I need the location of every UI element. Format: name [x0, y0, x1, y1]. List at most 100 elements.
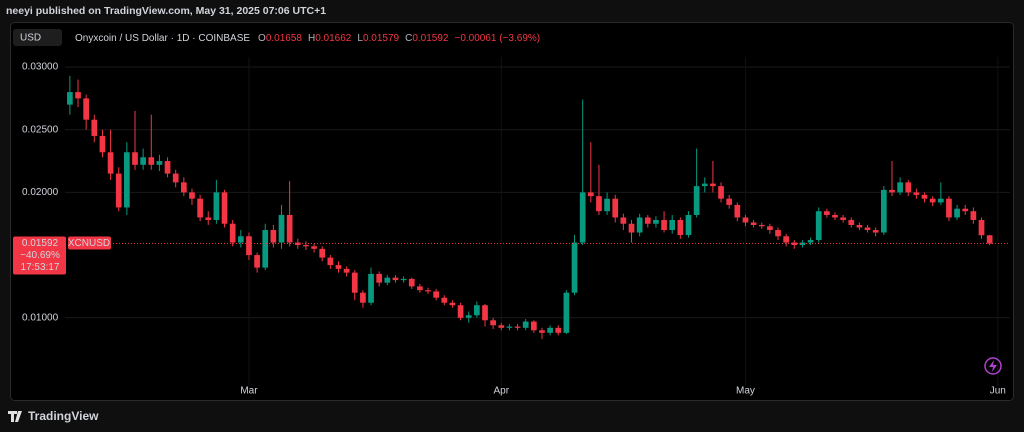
x-tick-label: Jun [990, 386, 1006, 397]
ohlc-value: 0.01658 [266, 33, 303, 44]
candle-body [587, 192, 594, 197]
candle-body [571, 242, 578, 293]
ohlc-letter: C [405, 33, 412, 44]
candle-body [67, 92, 73, 105]
price-tag-change: −40.69% [20, 250, 60, 261]
candle-body [775, 230, 781, 237]
candle-body [156, 161, 163, 165]
candle-body [563, 292, 570, 333]
candle-body [132, 152, 138, 165]
candle-body [897, 182, 903, 193]
candle-body [197, 198, 203, 218]
currency-button[interactable] [13, 29, 62, 46]
flash-icon[interactable] [984, 357, 1002, 375]
price-tag-symbol: XCNUSD [68, 238, 110, 249]
candle-body [579, 192, 586, 243]
price-tag-countdown: 17:53:17 [21, 262, 60, 273]
candle-body [661, 219, 667, 231]
candle-body [530, 321, 537, 331]
candle-body [506, 326, 513, 328]
candle-body [653, 219, 659, 224]
candle-body [115, 173, 122, 208]
candle-body [107, 152, 114, 174]
candle-body [425, 290, 431, 292]
candle-body [954, 208, 960, 218]
candle-body [278, 214, 285, 243]
price-tag [13, 236, 66, 275]
x-tick-label: May [736, 386, 755, 397]
candle-body [400, 278, 407, 281]
candle-body [246, 236, 252, 256]
currency-label[interactable]: USD [20, 33, 41, 44]
symbol: Onyxcoin / US Dollar · 1D · COINBASE [75, 33, 250, 44]
candle-body [482, 305, 488, 321]
candle-body [767, 226, 773, 231]
candle-body [750, 222, 757, 225]
candle-body [856, 224, 863, 228]
candle-body [718, 186, 724, 199]
candle-body [522, 321, 529, 328]
change: −0.00061 (−3.69%) [454, 33, 540, 44]
candle-body [351, 272, 358, 293]
candle-body [742, 217, 749, 223]
candle-body [701, 183, 708, 187]
x-tick-label: Apr [493, 386, 509, 397]
candle-body [604, 198, 610, 212]
plot-area: Onyxcoin / US Dollar · 1D · COINBASE O0.0… [13, 33, 1010, 397]
candle-body [929, 198, 936, 203]
candle-body [921, 194, 928, 199]
candle-body [644, 217, 651, 224]
candle-body [311, 246, 317, 249]
candle-body [832, 214, 838, 218]
candle-body [905, 182, 912, 193]
candle-body [189, 192, 195, 199]
candle-body [417, 286, 423, 291]
candle-body [978, 219, 985, 236]
candle-body [758, 224, 765, 227]
candle-body [726, 198, 733, 205]
candle-body [148, 157, 155, 165]
candle-body [360, 292, 366, 303]
candle-body [864, 227, 871, 231]
candle-body [970, 211, 977, 220]
candle-body [457, 305, 464, 318]
candle-body [620, 217, 627, 224]
y-tick-label: 0.01000 [22, 312, 59, 323]
x-tick-label: Mar [240, 386, 258, 397]
candle-body [693, 186, 700, 215]
candle-body [555, 327, 562, 333]
candle-body [368, 273, 374, 303]
candle-body [734, 204, 741, 218]
candle-body [962, 208, 969, 212]
candle-body [99, 135, 106, 153]
candle-body [140, 157, 146, 165]
candle-body [986, 235, 993, 244]
candle-body [539, 330, 545, 333]
candle-body [840, 217, 846, 220]
candle-body [91, 119, 98, 136]
candle-body [83, 98, 90, 120]
candle-body [262, 230, 269, 268]
candle-body [441, 297, 448, 303]
candle-body [710, 183, 716, 187]
ohlc-value: 0.01592 [412, 33, 449, 44]
candle-body [75, 92, 81, 99]
published-line: neeyi published on TradingView.com, May … [6, 5, 326, 17]
flash-glyph [989, 360, 997, 372]
ohlc-letter: H [308, 33, 315, 44]
tv-logo [8, 411, 22, 422]
candle-body [449, 302, 456, 306]
candle-body [490, 320, 496, 326]
candle-body [254, 255, 260, 268]
ohlc-value: 0.01662 [315, 33, 352, 44]
candle-body [172, 173, 179, 183]
candle-body [229, 223, 236, 243]
candle-body [286, 214, 293, 243]
candle-body [213, 192, 220, 220]
candle-body [384, 277, 391, 283]
candle-body [848, 219, 855, 225]
candle-body [294, 242, 301, 246]
candle-body [408, 278, 415, 287]
